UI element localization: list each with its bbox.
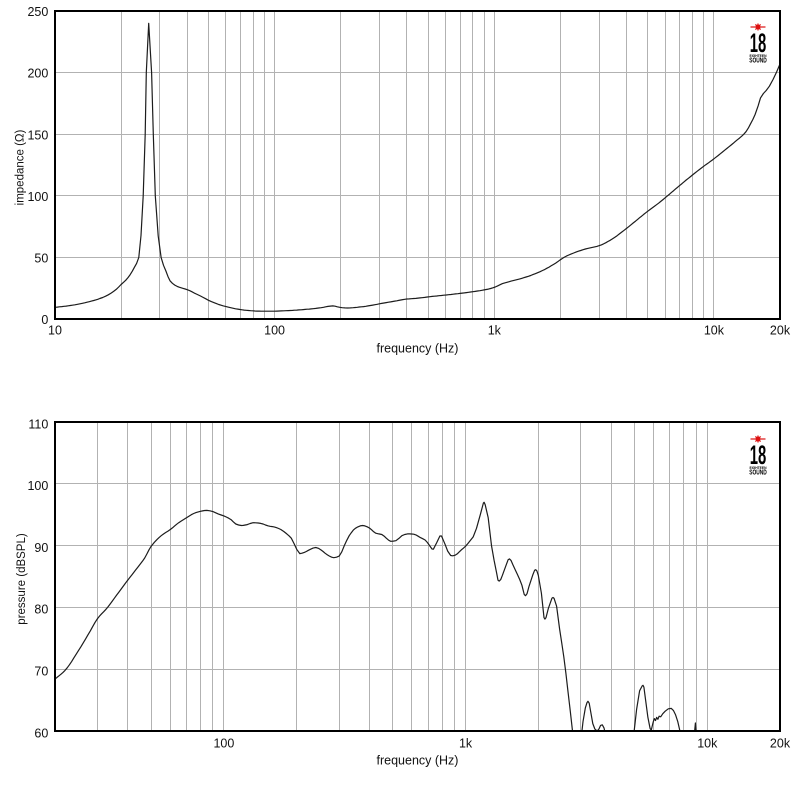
svg-text:SOUND: SOUND (749, 58, 767, 65)
svg-text:100: 100 (213, 737, 234, 751)
svg-text:60: 60 (34, 726, 48, 740)
svg-text:EIGHTEEN: EIGHTEEN (750, 54, 768, 58)
svg-text:frequency (Hz): frequency (Hz) (377, 754, 459, 768)
svg-text:150: 150 (27, 128, 48, 142)
svg-text:pressure (dBSPL): pressure (dBSPL) (16, 533, 28, 625)
svg-text:1k: 1k (459, 737, 473, 751)
svg-text:100: 100 (27, 479, 48, 493)
svg-text:10k: 10k (704, 324, 725, 338)
svg-text:20k: 20k (770, 737, 791, 751)
svg-text:250: 250 (27, 5, 48, 19)
svg-text:impedance (Ω): impedance (Ω) (15, 129, 27, 205)
svg-text:80: 80 (34, 603, 48, 617)
svg-text:18: 18 (750, 28, 767, 58)
svg-text:110: 110 (28, 417, 48, 431)
svg-text:10: 10 (48, 324, 62, 338)
svg-text:90: 90 (34, 541, 48, 555)
svg-text:50: 50 (34, 252, 48, 266)
svg-text:1k: 1k (488, 324, 502, 338)
svg-text:70: 70 (34, 665, 48, 679)
svg-text:100: 100 (27, 190, 48, 204)
svg-text:10k: 10k (697, 737, 718, 751)
svg-text:SOUND: SOUND (749, 470, 767, 477)
svg-text:EIGHTEEN: EIGHTEEN (750, 466, 768, 470)
svg-text:0: 0 (41, 313, 48, 327)
svg-text:20k: 20k (770, 324, 791, 338)
svg-text:100: 100 (264, 324, 285, 338)
svg-text:18: 18 (750, 440, 767, 470)
svg-text:frequency (Hz): frequency (Hz) (377, 342, 459, 356)
svg-text:200: 200 (27, 67, 48, 81)
